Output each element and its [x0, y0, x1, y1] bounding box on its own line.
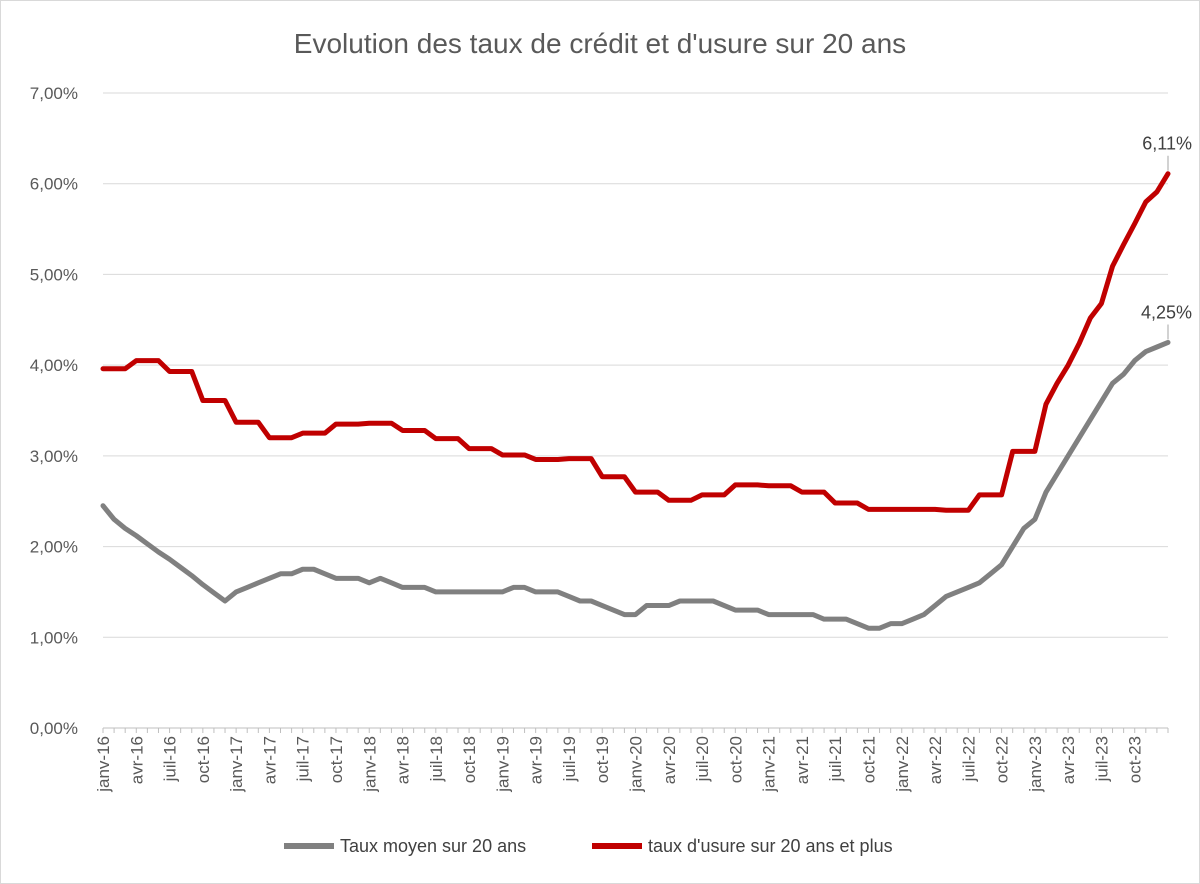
x-tick-label-juil-22: juil-22	[959, 736, 978, 782]
series-layer	[100, 171, 1171, 631]
x-tick-label-oct-22: oct-22	[993, 736, 1012, 783]
x-tick-label-juil-16: juil-16	[161, 736, 180, 782]
y-tick-label-7: 7,00%	[30, 84, 78, 103]
legend-label-taux-usure: taux d'usure sur 20 ans et plus	[648, 836, 893, 856]
y-tick-label-2: 2,00%	[30, 538, 78, 557]
y-axis: 0,00% 1,00% 2,00% 3,00% 4,00% 5,00% 6,00% 7,00%	[30, 84, 78, 738]
y-tick-label-0: 0,00%	[30, 719, 78, 738]
x-tick-label-oct-21: oct-21	[859, 736, 878, 783]
x-tick-label-oct-16: oct-16	[194, 736, 213, 783]
x-tick-label-janv-16: janv-16	[94, 736, 113, 793]
x-tick-label-janv-20: janv-20	[627, 736, 646, 793]
x-tick-label-oct-17: oct-17	[327, 736, 346, 783]
x-tick-label-juil-23: juil-23	[1092, 736, 1111, 782]
x-tick-label-avr-21: avr-21	[793, 736, 812, 784]
annotation-layer: 4,25% 6,11%	[1141, 134, 1192, 340]
x-tick-label-janv-17: janv-17	[227, 736, 246, 793]
x-tick-label-juil-19: juil-19	[560, 736, 579, 782]
grid-layer	[103, 92, 1168, 638]
end-label-0: 4,25%	[1141, 302, 1192, 322]
x-tick-label-oct-23: oct-23	[1126, 736, 1145, 783]
x-tick-label-janv-22: janv-22	[893, 736, 912, 793]
x-tick-label-avr-19: avr-19	[527, 736, 546, 784]
x-tick-label-oct-19: oct-19	[593, 736, 612, 783]
x-tick-label-oct-18: oct-18	[460, 736, 479, 783]
x-tick-label-juil-18: juil-18	[427, 736, 446, 782]
x-tick-label-avr-17: avr-17	[260, 736, 279, 784]
end-label-1: 6,11%	[1142, 134, 1192, 154]
y-tick-label-1: 1,00%	[30, 628, 78, 647]
x-tick-label-avr-16: avr-16	[127, 736, 146, 784]
legend: Taux moyen sur 20 ans taux d'usure sur 2…	[284, 836, 893, 856]
y-tick-label-4: 4,00%	[30, 356, 78, 375]
x-tick-label-avr-18: avr-18	[394, 736, 413, 784]
x-tick-label-juil-21: juil-21	[826, 736, 845, 782]
series-line-1	[100, 171, 1171, 513]
series-line-0	[100, 339, 1171, 631]
x-tick-label-janv-19: janv-19	[493, 736, 512, 793]
legend-label-taux-moyen: Taux moyen sur 20 ans	[340, 836, 526, 856]
x-tick-label-avr-20: avr-20	[660, 736, 679, 784]
y-tick-label-6: 6,00%	[30, 175, 78, 194]
x-axis: janv-16 avr-16 juil-16 oct-16 janv-17 avr-17 j…	[94, 727, 1169, 793]
chart-title: Evolution des taux de crédit et d'usure …	[294, 28, 906, 59]
x-tick-label-janv-23: janv-23	[1026, 736, 1045, 793]
x-tick-label-avr-23: avr-23	[1059, 736, 1078, 784]
x-tick-label-avr-22: avr-22	[926, 736, 945, 784]
y-tick-label-3: 3,00%	[30, 447, 78, 466]
x-tick-label-juil-20: juil-20	[693, 736, 712, 782]
y-tick-label-5: 5,00%	[30, 265, 78, 284]
x-tick-label-juil-17: juil-17	[294, 736, 313, 782]
x-tick-label-oct-20: oct-20	[726, 736, 745, 783]
x-tick-label-janv-21: janv-21	[760, 736, 779, 793]
x-tick-label-janv-18: janv-18	[360, 736, 379, 793]
